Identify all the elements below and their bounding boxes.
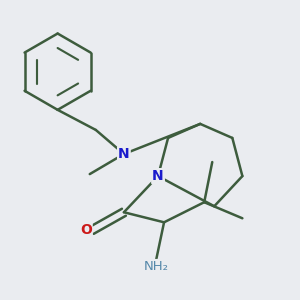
Text: N: N	[152, 169, 164, 183]
Text: NH₂: NH₂	[143, 260, 169, 273]
Text: N: N	[118, 147, 130, 161]
Text: O: O	[80, 223, 92, 237]
